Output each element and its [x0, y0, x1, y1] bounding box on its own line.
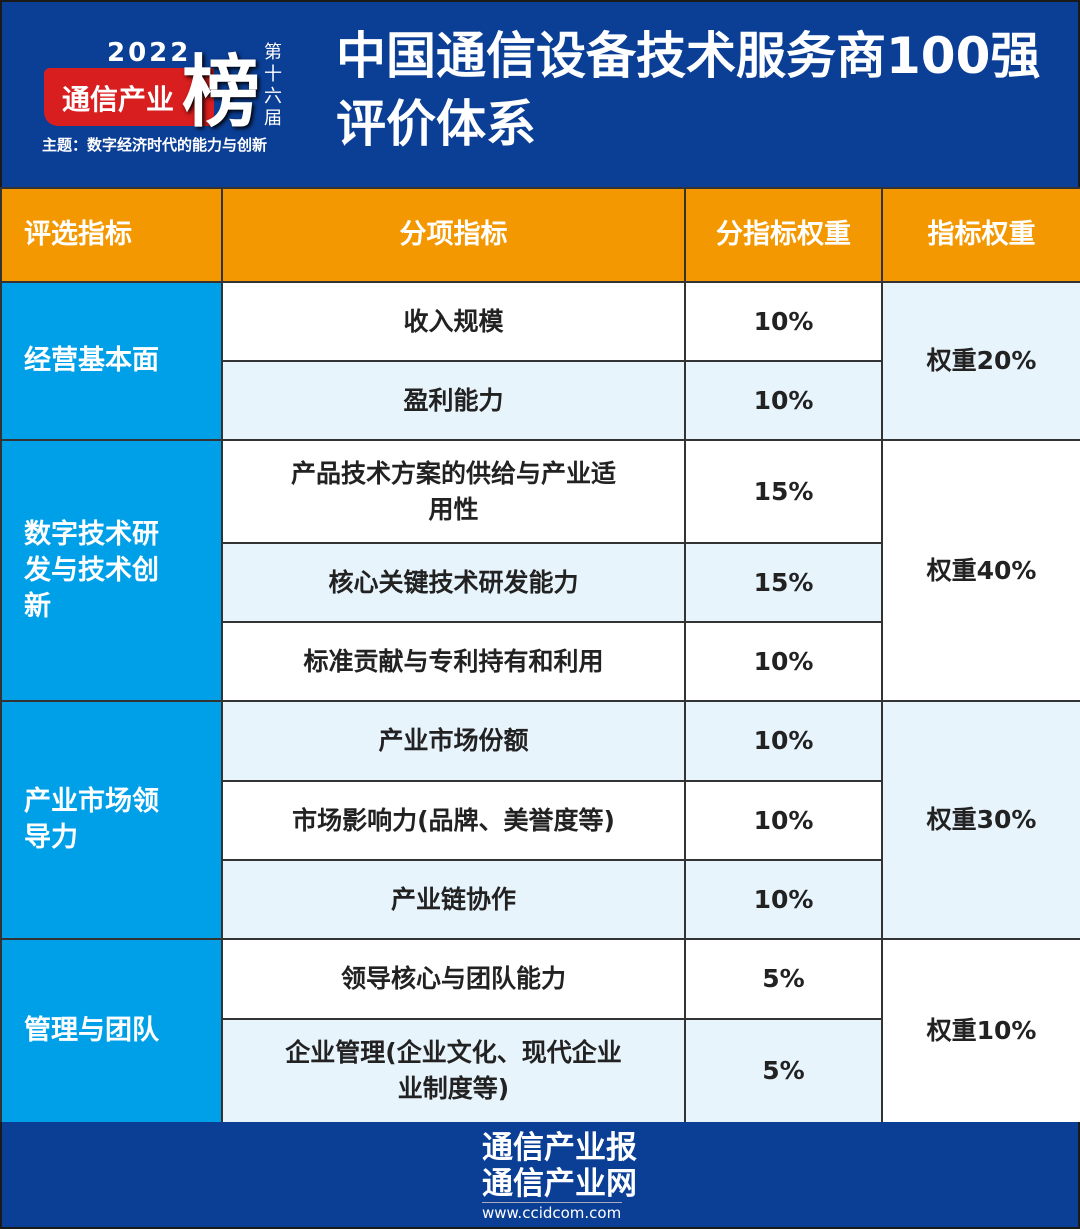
sub-indicator-cell: 核心关键技术研发能力	[221, 542, 686, 623]
footer: 通信产业报 通信产业网 www.ccidcom.com	[0, 1122, 1080, 1229]
logo-year: 2022	[107, 38, 192, 68]
event-logo: 2022 通信产业 榜 第十六届 主题：数字经济时代的能力与创新	[32, 30, 292, 170]
header-cell: 评选指标	[0, 187, 223, 283]
sub-indicator-cell: 企业管理(企业文化、现代企业业制度等)	[221, 1018, 686, 1124]
indicator-weight-cell: 权重40%	[881, 439, 1080, 702]
page-title: 中国通信设备技术服务商100强 评价体系	[336, 22, 1040, 158]
footer-url: www.ccidcom.com	[482, 1202, 622, 1222]
table-row: 核心关键技术研发能力 15%	[1, 542, 1080, 623]
banner-header: 2022 通信产业 榜 第十六届 主题：数字经济时代的能力与创新 中国通信设备技…	[0, 0, 1080, 187]
sub-indicator-cell: 产业链协作	[221, 859, 686, 940]
footer-line: 通信产业报	[482, 1130, 637, 1166]
table-header-row: 评选指标 分项指标 分指标权重 指标权重	[0, 187, 1080, 283]
logo-brand: 通信产业	[62, 83, 175, 116]
table-row: 经营基本面 收入规模 10% 权重20%	[0, 281, 1080, 441]
sub-weight-cell: 10%	[684, 859, 883, 940]
logo-red-brush	[44, 68, 214, 126]
title-line: 中国通信设备技术服务商100强	[336, 27, 1041, 85]
header-cell: 指标权重	[881, 187, 1080, 283]
sub-weight-cell: 5%	[684, 938, 883, 1020]
table-row: 管理与团队 领导核心与团队能力 5% 权重10%	[0, 938, 1080, 1124]
sub-weight-cell: 10%	[684, 621, 883, 702]
table-row: 产业市场领导力 产业市场份额 10% 权重30%	[0, 700, 1080, 940]
sub-indicator-cell: 产品技术方案的供给与产业适用性	[221, 439, 686, 544]
sub-weight-cell: 10%	[684, 281, 883, 362]
sub-indicator-cell: 收入规模	[221, 281, 686, 362]
sub-indicator-cell: 标准贡献与专利持有和利用	[221, 621, 686, 702]
table-row: 产业链协作 10%	[1, 859, 1080, 940]
title-line: 评价体系	[336, 95, 536, 153]
footer-logo: 通信产业报 通信产业网	[482, 1130, 637, 1202]
sub-weight-cell: 10%	[684, 360, 883, 441]
indicator-weight-cell: 权重30%	[881, 700, 1080, 940]
indicator-weight-cell: 权重10%	[881, 938, 1080, 1124]
logo-edition: 第十六届	[264, 42, 282, 129]
category-cell: 管理与团队	[0, 938, 223, 1124]
sub-weight-cell: 15%	[684, 439, 883, 544]
sub-weight-cell: 5%	[684, 1018, 883, 1124]
category-cell: 产业市场领导力	[0, 700, 223, 940]
logo-theme: 主题：数字经济时代的能力与创新	[42, 136, 268, 154]
sub-weight-cell: 10%	[684, 780, 883, 861]
sub-weight-cell: 10%	[684, 700, 883, 782]
table-row: 市场影响力(品牌、美誉度等) 10%	[1, 780, 1080, 861]
sub-indicator-cell: 盈利能力	[221, 360, 686, 441]
category-cell: 数字技术研发与技术创新	[0, 439, 223, 702]
category-cell: 经营基本面	[0, 281, 223, 441]
header-cell: 分指标权重	[684, 187, 883, 283]
sub-indicator-cell: 市场影响力(品牌、美誉度等)	[221, 780, 686, 861]
sub-weight-cell: 15%	[684, 542, 883, 623]
indicator-weight-cell: 权重20%	[881, 281, 1080, 441]
table-row: 企业管理(企业文化、现代企业业制度等) 5%	[1, 1018, 1080, 1124]
sub-indicator-cell: 产业市场份额	[221, 700, 686, 782]
header-cell: 分项指标	[221, 187, 686, 283]
footer-line: 通信产业网	[482, 1166, 637, 1202]
table-row: 标准贡献与专利持有和利用 10%	[1, 621, 1080, 702]
table-row: 数字技术研发与技术创新 产品技术方案的供给与产业适用性 15% 权重40%	[0, 439, 1080, 702]
sub-indicator-cell: 领导核心与团队能力	[221, 938, 686, 1020]
logo-bang: 榜	[182, 47, 261, 138]
table-row: 盈利能力 10%	[1, 360, 1080, 441]
evaluation-table: 评选指标 分项指标 分指标权重 指标权重 经营基本面 收入规模 10% 权重20% 盈利…	[0, 187, 1080, 1124]
